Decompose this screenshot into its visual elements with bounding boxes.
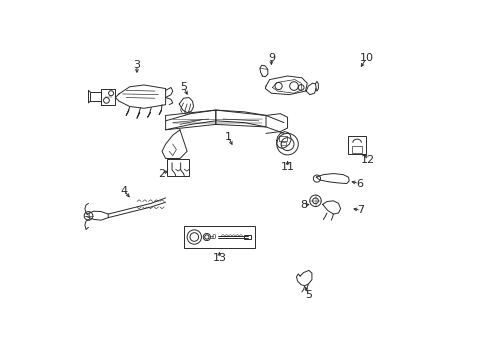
Bar [279,136,286,141]
Text: 2: 2 [158,168,164,179]
Text: 9: 9 [267,53,274,63]
Bar [183,226,255,248]
Text: 13: 13 [212,253,226,263]
Text: 0: 0 [211,234,216,240]
Bar [351,146,362,153]
Text: 5: 5 [180,82,186,92]
Bar [348,136,365,154]
Text: 4: 4 [121,186,128,196]
Bar [281,142,285,145]
Text: 6: 6 [355,179,362,189]
Text: 7: 7 [357,206,364,216]
Text: 12: 12 [361,155,374,165]
Text: 10: 10 [359,53,373,63]
Text: 5: 5 [305,290,312,300]
Text: 11: 11 [280,162,294,172]
Bar [167,159,188,176]
Text: 8: 8 [300,200,306,210]
Text: 3: 3 [133,60,140,70]
Bar [244,235,250,239]
Text: 1: 1 [224,132,231,142]
